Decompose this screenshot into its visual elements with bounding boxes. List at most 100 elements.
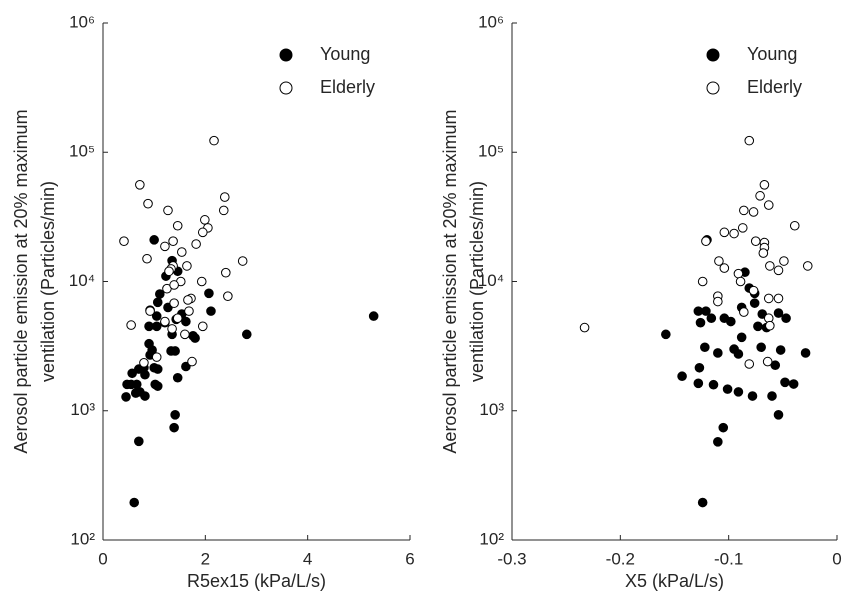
data-point xyxy=(755,191,765,201)
legend-label: Elderly xyxy=(747,77,802,97)
data-point xyxy=(149,235,159,245)
data-point xyxy=(172,313,183,324)
data-point xyxy=(190,333,200,343)
data-point xyxy=(765,320,775,331)
data-point xyxy=(765,261,775,271)
y-tick-label: 10² xyxy=(70,529,95,548)
data-point xyxy=(122,379,132,390)
data-point xyxy=(223,291,233,301)
x-tick-label: 0 xyxy=(98,549,107,568)
data-point xyxy=(749,298,760,308)
data-point xyxy=(163,205,173,216)
data-point xyxy=(695,317,706,328)
y-tick-label: 10⁴ xyxy=(69,271,95,290)
data-point xyxy=(209,135,219,146)
data-point xyxy=(694,362,705,373)
data-point xyxy=(779,256,789,266)
data-point xyxy=(218,205,229,216)
data-point xyxy=(172,220,183,231)
y-axis-label: ventilation (Particles/min) xyxy=(467,181,487,382)
data-point xyxy=(735,276,746,287)
data-point xyxy=(143,198,153,209)
data-point xyxy=(200,215,210,225)
data-point xyxy=(126,320,136,330)
data-point xyxy=(748,207,759,217)
data-point xyxy=(756,342,766,353)
data-point xyxy=(219,192,230,202)
data-point xyxy=(722,384,733,394)
data-point xyxy=(706,313,717,324)
legend-label: Young xyxy=(747,44,797,64)
data-point xyxy=(182,261,192,271)
data-point xyxy=(139,357,149,368)
data-point xyxy=(733,268,744,279)
plot: 0 2 4 6 10² 10³ 10⁴ 10⁵ 10⁶ R5ex15 (kPa/L/s) Aeros… xyxy=(11,12,415,590)
data-point xyxy=(762,356,773,367)
data-point xyxy=(160,241,170,252)
data-point xyxy=(127,368,137,379)
legend-marker xyxy=(706,81,720,95)
data-point xyxy=(729,228,739,239)
data-point xyxy=(788,379,799,389)
data-point xyxy=(140,391,150,401)
data-point xyxy=(145,306,155,316)
data-point xyxy=(176,247,187,257)
y-tick-label: 10⁶ xyxy=(69,12,95,31)
data-point xyxy=(773,308,784,318)
data-point xyxy=(748,285,759,296)
x-tick-label: 4 xyxy=(303,549,312,568)
data-point xyxy=(697,497,708,508)
data-point xyxy=(773,293,784,304)
plot: -0.3 -0.2 -0.1 0 10² 10³ 10⁴ 10⁵ 10⁶ X5 (kPa/L/s)… xyxy=(440,12,842,590)
data-point xyxy=(169,280,179,290)
data-point xyxy=(121,392,131,402)
x-tick-label: 2 xyxy=(201,549,210,568)
data-point xyxy=(759,179,770,190)
data-point xyxy=(750,236,761,247)
data-point xyxy=(181,316,191,327)
data-point xyxy=(169,298,179,308)
data-point xyxy=(770,360,781,371)
data-point xyxy=(697,276,708,287)
data-point xyxy=(677,371,687,382)
data-point xyxy=(747,391,758,401)
y-tick-label: 10⁴ xyxy=(478,271,504,290)
data-point xyxy=(579,322,590,333)
data-point xyxy=(181,361,191,372)
data-point xyxy=(170,410,180,420)
data-point xyxy=(142,253,152,264)
data-point xyxy=(701,306,711,316)
data-point xyxy=(718,422,729,433)
legend-marker xyxy=(279,81,293,95)
data-point xyxy=(151,321,162,332)
data-point xyxy=(206,306,216,316)
data-point xyxy=(151,311,162,321)
data-point xyxy=(172,372,183,383)
data-point xyxy=(800,348,811,358)
data-point xyxy=(187,356,197,367)
data-point xyxy=(152,297,163,308)
data-point xyxy=(166,346,176,356)
data-point xyxy=(152,381,163,391)
legend-label: Elderly xyxy=(320,77,375,97)
data-point xyxy=(237,256,248,266)
x-axis-label: X5 (kPa/L/s) xyxy=(625,571,724,591)
x-tick-label: 0 xyxy=(832,549,841,568)
data-point xyxy=(160,316,170,327)
data-point xyxy=(763,200,774,210)
data-point xyxy=(713,296,723,307)
data-point xyxy=(733,349,744,359)
data-point xyxy=(726,316,736,327)
data-point xyxy=(802,261,813,271)
data-point xyxy=(130,388,141,398)
data-point xyxy=(775,345,786,355)
data-point xyxy=(196,276,207,287)
data-point xyxy=(758,248,769,258)
data-point xyxy=(241,329,252,340)
data-point xyxy=(168,236,178,247)
data-point xyxy=(221,267,231,278)
data-point xyxy=(151,352,162,362)
data-point xyxy=(719,227,730,238)
legend-label: Young xyxy=(320,44,370,64)
legend-marker xyxy=(279,48,293,62)
